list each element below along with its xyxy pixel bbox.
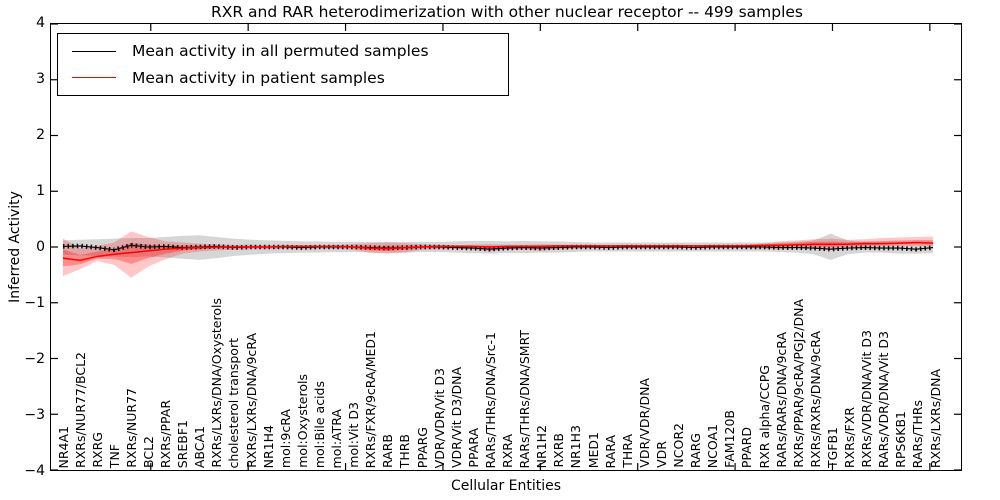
x-axis-label: Cellular Entities (450, 478, 562, 494)
x-tick-label: RXRs/FXR/9cRA/MED1 (363, 330, 379, 468)
y-tick-label: 0 (36, 239, 45, 255)
x-tick-label: RARs/THRs/DNA/SMRT (517, 329, 533, 468)
x-tick-label: RPS6KB1 (893, 411, 909, 468)
x-tick-label: RARs/THRs/DNA/Src-1 (482, 331, 498, 468)
x-tick-label: mol:Oxysterols (294, 374, 310, 468)
x-tick-label: NR4A1 (55, 425, 71, 469)
y-tick-label: 4 (36, 15, 45, 31)
x-tick-label: RXRs/PPAR/9cRA/PGJ2/DNA (790, 299, 806, 468)
x-tick-label: NCOR2 (671, 423, 687, 468)
x-tick-label: RXRs/LXRs/DNA (927, 368, 943, 468)
y-tick-label: 2 (36, 127, 45, 143)
x-tick-label: NR1H4 (260, 424, 276, 468)
y-tick-label: −3 (24, 407, 45, 423)
legend-item-patient: Mean activity in patient samples (58, 69, 508, 87)
x-tick-label: RXRs/FXR (842, 406, 857, 468)
x-tick-label: FAM120B (722, 410, 738, 468)
x-tick-label: MED1 (585, 431, 601, 468)
x-tick-label: RARs/VDR/DNA/Vit D3 (876, 330, 892, 468)
y-tick-label: −2 (24, 351, 45, 367)
x-tick-label: RXRs/PPAR (158, 399, 174, 468)
x-tick-label: RXRs/RXRs/DNA/9cRA (807, 331, 823, 468)
x-tick-label: VDR (653, 441, 669, 468)
chart-canvas (51, 24, 961, 470)
x-tick-label: RARB (380, 434, 396, 468)
x-tick-label: mol:Vit D3 (346, 402, 362, 468)
x-tick-label: VDR/VDR/Vit D3 (431, 367, 447, 468)
x-tick-label: RXRs/LXRs/DNA/9cRA (243, 333, 259, 468)
x-tick-label: SREBF1 (175, 419, 191, 468)
x-tick-label: RARs/RARs/DNA/9cRA (773, 332, 789, 468)
x-tick-label: RXRs/NUR77/BCL2 (72, 352, 88, 468)
x-tick-label: BCL2 (140, 435, 156, 468)
plot-area: NR4A1 RXRs/NUR77/BCL2 RXRG TNF RXRs/NUR77 BCL… (7, 15, 962, 479)
legend-label-patient: Mean activity in patient samples (132, 68, 385, 87)
x-tick-label: NR1H2 (534, 424, 550, 468)
y-tick-label: −4 (24, 463, 45, 479)
x-tick-label: THRB (397, 433, 413, 468)
x-tick-label: PPARD (739, 426, 755, 468)
x-tick-label: VDR/Vit D3/DNA (448, 366, 464, 468)
x-tick-label: NR1H3 (568, 424, 584, 468)
x-tick-label: cholesterol transport (226, 337, 242, 468)
x-tick-label: RXR alpha/CCPG (756, 364, 772, 468)
x-tick-label: mol:Bile acids (311, 380, 327, 468)
x-tick-label: TNF (106, 443, 122, 468)
x-tick-label: mol:ATRA (329, 408, 345, 468)
x-tick-label: THRA (619, 434, 635, 468)
x-tick-label: RXRG (89, 432, 105, 468)
x-tick-label: RXRs/VDR/DNA/Vit D3 (859, 330, 875, 468)
permuted-line-swatch (72, 50, 116, 52)
x-tick-label: RXRs/LXRs/DNA/Oxysterols (209, 298, 225, 468)
y-tick-label: −1 (24, 295, 45, 311)
legend: Mean activity in all permuted samples Me… (57, 33, 509, 96)
patient-line-swatch (72, 77, 116, 79)
x-tick-label: mol:9cRA (277, 408, 293, 468)
y-tick-label: 1 (36, 183, 45, 199)
legend-label-permuted: Mean activity in all permuted samples (132, 42, 429, 61)
x-tick-label: RARA (602, 434, 618, 468)
chart-title: RXR and RAR heterodimerization with othe… (210, 3, 804, 21)
y-tick-label: 3 (36, 71, 45, 87)
x-tick-label: PPARA (465, 428, 481, 468)
x-tick-label: RARG (688, 432, 704, 468)
legend-item-permuted: Mean activity in all permuted samples (58, 42, 508, 60)
x-tick-label: PPARG (414, 426, 430, 468)
x-tick-label: RXRA (500, 434, 516, 468)
y-axis-label: Inferred Activity (7, 191, 23, 303)
x-tick-label: RARs/THRs (910, 399, 926, 468)
x-tick-label: RXRB (551, 433, 567, 468)
patient-mean-line (62, 241, 934, 262)
x-tick-label: ABCA1 (192, 425, 208, 468)
x-tick-label: RXRs/NUR77 (123, 388, 139, 468)
x-tick-label: NCOA1 (705, 423, 721, 468)
x-tick-label: TGFB1 (824, 426, 840, 468)
x-tick-label: VDR/VDR/DNA (636, 378, 652, 468)
